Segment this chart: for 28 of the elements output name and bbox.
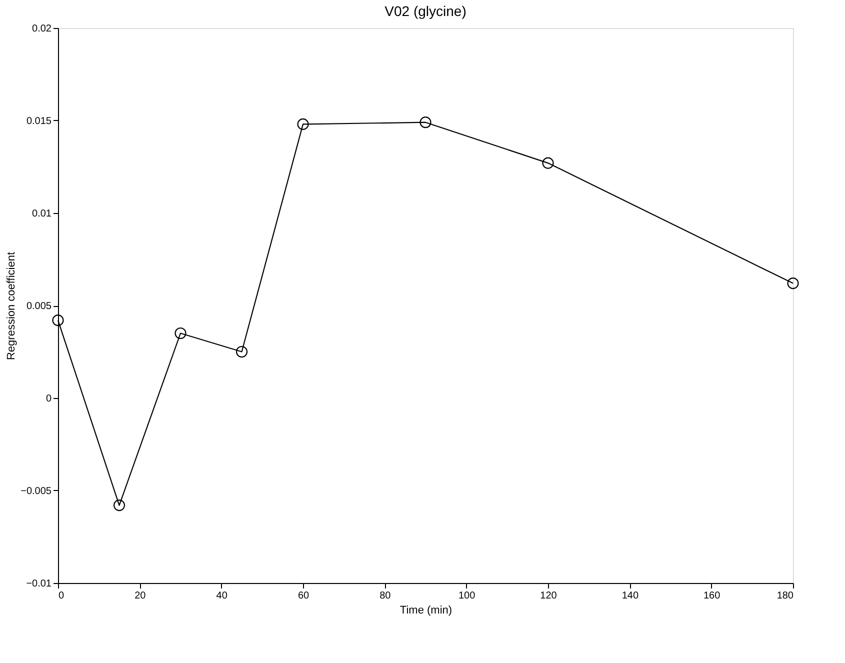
point (174, 327, 186, 340)
x-tick-label: 100 (458, 590, 476, 602)
y-axis-title: Regression coefficient (6, 252, 18, 360)
x-tick-label: 60 (298, 590, 310, 602)
x-tick-label: 0 (58, 590, 64, 602)
y-tick-label: −0.01 (26, 578, 52, 590)
point (236, 346, 248, 358)
y-tick-label: −0.005 (20, 486, 52, 497)
x-axis-title: Time (min) (400, 604, 452, 616)
y-tick-label: 0.005 (26, 301, 52, 312)
y-tick-label: 0.02 (32, 24, 52, 34)
x-tick-label: 140 (622, 590, 639, 602)
point (113, 500, 126, 512)
x-tick-label: 40 (216, 590, 228, 602)
point (787, 278, 799, 290)
x-tick-label: 80 (380, 590, 392, 602)
y-tick-label: 0.015 (26, 116, 52, 127)
y-tick-label: 0.01 (32, 208, 52, 220)
x-tick-label: 120 (540, 590, 558, 602)
chart-title: V02 (glycine) (384, 3, 466, 19)
point (542, 157, 554, 169)
point (52, 314, 64, 326)
point (297, 118, 309, 130)
y-tick-label: 0 (46, 394, 52, 404)
x-tick-label: 160 (703, 590, 721, 602)
x-tick-label: 20 (134, 590, 146, 602)
x-tick-label: 180 (776, 590, 794, 602)
point (420, 116, 432, 128)
